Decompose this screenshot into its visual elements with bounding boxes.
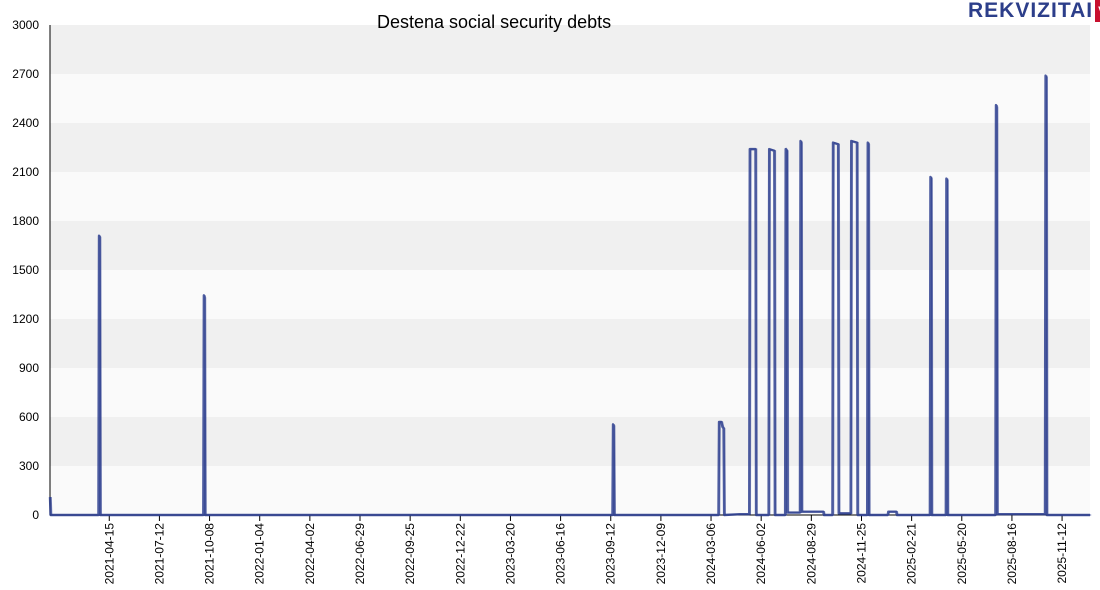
y-tick-label: 0 xyxy=(32,508,39,522)
grid-band xyxy=(50,172,1090,221)
brand-logo[interactable]: REKVIZITAI VŽ xyxy=(968,0,1100,22)
y-tick-label: 2100 xyxy=(12,165,39,179)
x-tick-label: 2021-04-15 xyxy=(102,523,116,585)
x-tick-label: 2021-10-08 xyxy=(203,523,217,585)
y-tick-label: 300 xyxy=(19,459,39,473)
y-tick-label: 3000 xyxy=(12,18,39,32)
x-tick-label: 2021-07-12 xyxy=(152,523,166,585)
x-tick-label: 2023-03-20 xyxy=(503,523,517,585)
y-tick-label: 2400 xyxy=(12,116,39,130)
grid-band xyxy=(50,466,1090,515)
x-tick-label: 2025-02-21 xyxy=(905,523,919,585)
grid-band xyxy=(50,319,1090,368)
x-tick-label: 2022-12-22 xyxy=(453,523,467,585)
grid-band xyxy=(50,74,1090,123)
x-tick-label: 2025-08-16 xyxy=(1005,523,1019,585)
y-tick-label: 900 xyxy=(19,361,39,375)
x-tick-label: 2024-03-06 xyxy=(704,523,718,585)
x-tick-label: 2022-06-29 xyxy=(353,523,367,585)
grid-band xyxy=(50,270,1090,319)
x-tick-label: 2024-06-02 xyxy=(754,523,768,585)
chart-title: Destena social security debts xyxy=(377,12,612,32)
x-tick-label: 2023-12-09 xyxy=(654,523,668,585)
grid-band xyxy=(50,368,1090,417)
x-tick-label: 2022-01-04 xyxy=(253,523,267,585)
brand-text: REKVIZITAI xyxy=(968,0,1094,22)
x-tick-label: 2025-11-12 xyxy=(1055,523,1069,584)
x-tick-label: 2022-04-02 xyxy=(303,523,317,585)
brand-mark: VŽ xyxy=(1095,0,1100,22)
grid-band xyxy=(50,417,1090,466)
y-tick-label: 1500 xyxy=(12,263,39,277)
x-tick-label: 2022-09-25 xyxy=(403,523,417,585)
series-line-shadow xyxy=(50,75,1092,516)
y-tick-label: 600 xyxy=(19,410,39,424)
x-tick-label: 2024-08-29 xyxy=(804,523,818,585)
x-tick-label: 2024-11-25 xyxy=(854,523,868,584)
y-tick-label: 1800 xyxy=(12,214,39,228)
grid-band xyxy=(50,221,1090,270)
x-tick-label: 2023-06-16 xyxy=(554,523,568,585)
x-tick-label: 2025-05-20 xyxy=(955,523,969,585)
y-tick-label: 1200 xyxy=(12,312,39,326)
grid-band xyxy=(50,25,1090,74)
y-tick-label: 2700 xyxy=(12,67,39,81)
grid-band xyxy=(50,123,1090,172)
x-tick-label: 2023-09-12 xyxy=(604,523,618,585)
